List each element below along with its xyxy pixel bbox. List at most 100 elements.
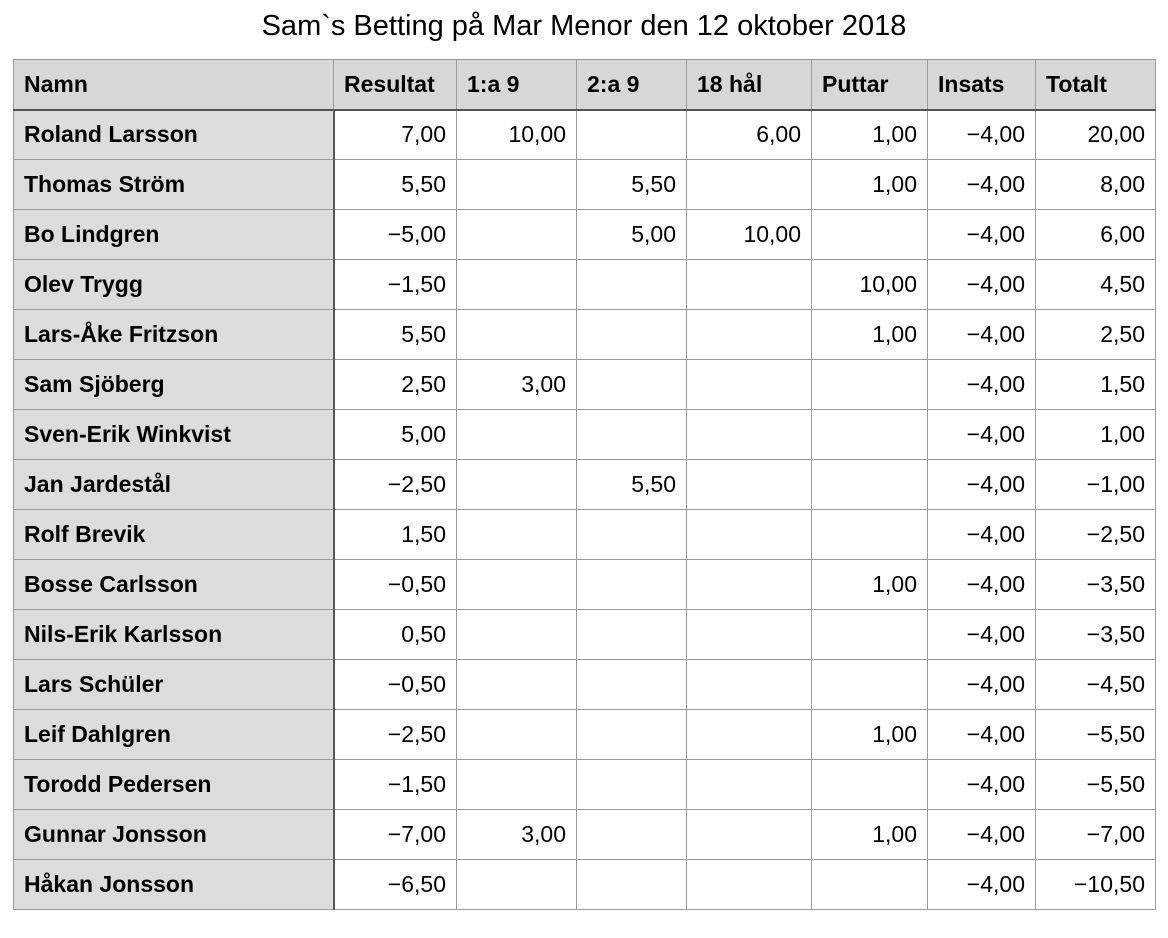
player-name-cell: Olev Trygg bbox=[13, 259, 335, 310]
insats-cell: −4,00 bbox=[927, 659, 1036, 710]
first-nine-cell bbox=[456, 309, 577, 360]
resultat-cell: 5,50 bbox=[333, 159, 457, 210]
insats-cell: −4,00 bbox=[927, 809, 1036, 860]
puttar-cell bbox=[811, 859, 928, 910]
resultat-cell: −5,00 bbox=[333, 209, 457, 260]
totalt-cell: −1,00 bbox=[1035, 459, 1156, 510]
first-nine-cell: 3,00 bbox=[456, 359, 577, 410]
eighteen-holes-cell bbox=[686, 659, 812, 710]
second-nine-cell bbox=[576, 859, 687, 910]
table-row: Rolf Brevik 1,50 −4,00 −2,50 bbox=[13, 509, 1156, 560]
table-body: Roland Larsson 7,00 10,00 6,00 1,00 −4,00 20,0… bbox=[13, 109, 1156, 910]
totalt-cell: 4,50 bbox=[1035, 259, 1156, 310]
eighteen-holes-cell bbox=[686, 359, 812, 410]
column-header-puttar: Puttar bbox=[811, 59, 928, 111]
column-header-resultat: Resultat bbox=[333, 59, 457, 111]
player-name-cell: Roland Larsson bbox=[13, 109, 335, 160]
table-row: Sam Sjöberg 2,50 3,00 −4,00 1,50 bbox=[13, 359, 1156, 410]
column-header-second-nine: 2:a 9 bbox=[576, 59, 687, 111]
table-row: Thomas Ström 5,50 5,50 1,00 −4,00 8,00 bbox=[13, 159, 1156, 210]
column-header-namn: Namn bbox=[13, 59, 334, 111]
totalt-cell: −7,00 bbox=[1035, 809, 1156, 860]
second-nine-cell bbox=[576, 359, 687, 410]
first-nine-cell bbox=[456, 759, 577, 810]
insats-cell: −4,00 bbox=[927, 259, 1036, 310]
first-nine-cell bbox=[456, 509, 577, 560]
eighteen-holes-cell bbox=[686, 509, 812, 560]
table-row: Bo Lindgren −5,00 5,00 10,00 −4,00 6,00 bbox=[13, 209, 1156, 260]
insats-cell: −4,00 bbox=[927, 409, 1036, 460]
puttar-cell bbox=[811, 509, 928, 560]
resultat-cell: −0,50 bbox=[333, 659, 457, 710]
resultat-cell: 5,50 bbox=[333, 309, 457, 360]
totalt-cell: −5,50 bbox=[1035, 759, 1156, 810]
table-row: Nils-Erik Karlsson 0,50 −4,00 −3,50 bbox=[13, 609, 1156, 660]
totalt-cell: −2,50 bbox=[1035, 509, 1156, 560]
column-header-totalt: Totalt bbox=[1035, 59, 1156, 111]
insats-cell: −4,00 bbox=[927, 109, 1036, 160]
page-title: Sam`s Betting på Mar Menor den 12 oktobe… bbox=[261, 10, 907, 42]
first-nine-cell: 3,00 bbox=[456, 809, 577, 860]
eighteen-holes-cell bbox=[686, 609, 812, 660]
insats-cell: −4,00 bbox=[927, 709, 1036, 760]
table-row: Lars Schüler −0,50 −4,00 −4,50 bbox=[13, 659, 1156, 710]
first-nine-cell bbox=[456, 609, 577, 660]
puttar-cell bbox=[811, 759, 928, 810]
first-nine-cell bbox=[456, 559, 577, 610]
resultat-cell: 7,00 bbox=[333, 109, 457, 160]
puttar-cell: 1,00 bbox=[811, 809, 928, 860]
puttar-cell bbox=[811, 459, 928, 510]
second-nine-cell bbox=[576, 509, 687, 560]
player-name-cell: Rolf Brevik bbox=[13, 509, 335, 560]
second-nine-cell bbox=[576, 759, 687, 810]
first-nine-cell bbox=[456, 159, 577, 210]
totalt-cell: 1,00 bbox=[1035, 409, 1156, 460]
player-name-cell: Jan Jardestål bbox=[13, 459, 335, 510]
puttar-cell bbox=[811, 409, 928, 460]
totalt-cell: 8,00 bbox=[1035, 159, 1156, 210]
insats-cell: −4,00 bbox=[927, 609, 1036, 660]
second-nine-cell bbox=[576, 809, 687, 860]
puttar-cell: 1,00 bbox=[811, 309, 928, 360]
table-row: Bosse Carlsson −0,50 1,00 −4,00 −3,50 bbox=[13, 559, 1156, 610]
eighteen-holes-cell bbox=[686, 309, 812, 360]
totalt-cell: 6,00 bbox=[1035, 209, 1156, 260]
player-name-cell: Håkan Jonsson bbox=[13, 859, 335, 910]
eighteen-holes-cell bbox=[686, 859, 812, 910]
betting-table: Namn Resultat 1:a 9 2:a 9 18 hål Puttar … bbox=[13, 59, 1156, 910]
insats-cell: −4,00 bbox=[927, 209, 1036, 260]
player-name-cell: Sven-Erik Winkvist bbox=[13, 409, 335, 460]
player-name-cell: Bo Lindgren bbox=[13, 209, 335, 260]
column-header-eighteen-holes: 18 hål bbox=[686, 59, 812, 111]
eighteen-holes-cell: 10,00 bbox=[686, 209, 812, 260]
second-nine-cell bbox=[576, 109, 687, 160]
puttar-cell bbox=[811, 659, 928, 710]
eighteen-holes-cell bbox=[686, 259, 812, 310]
player-name-cell: Leif Dahlgren bbox=[13, 709, 335, 760]
resultat-cell: −2,50 bbox=[333, 709, 457, 760]
second-nine-cell bbox=[576, 409, 687, 460]
insats-cell: −4,00 bbox=[927, 559, 1036, 610]
eighteen-holes-cell: 6,00 bbox=[686, 109, 812, 160]
totalt-cell: 1,50 bbox=[1035, 359, 1156, 410]
player-name-cell: Nils-Erik Karlsson bbox=[13, 609, 335, 660]
totalt-cell: −3,50 bbox=[1035, 559, 1156, 610]
insats-cell: −4,00 bbox=[927, 159, 1036, 210]
first-nine-cell: 10,00 bbox=[456, 109, 577, 160]
first-nine-cell bbox=[456, 259, 577, 310]
table-row: Olev Trygg −1,50 10,00 −4,00 4,50 bbox=[13, 259, 1156, 310]
second-nine-cell bbox=[576, 609, 687, 660]
eighteen-holes-cell bbox=[686, 809, 812, 860]
table-row: Lars-Åke Fritzson 5,50 1,00 −4,00 2,50 bbox=[13, 309, 1156, 360]
eighteen-holes-cell bbox=[686, 459, 812, 510]
insats-cell: −4,00 bbox=[927, 359, 1036, 410]
column-header-first-nine: 1:a 9 bbox=[456, 59, 577, 111]
second-nine-cell: 5,00 bbox=[576, 209, 687, 260]
insats-cell: −4,00 bbox=[927, 859, 1036, 910]
second-nine-cell bbox=[576, 259, 687, 310]
totalt-cell: 20,00 bbox=[1035, 109, 1156, 160]
first-nine-cell bbox=[456, 409, 577, 460]
first-nine-cell bbox=[456, 659, 577, 710]
totalt-cell: 2,50 bbox=[1035, 309, 1156, 360]
resultat-cell: 1,50 bbox=[333, 509, 457, 560]
